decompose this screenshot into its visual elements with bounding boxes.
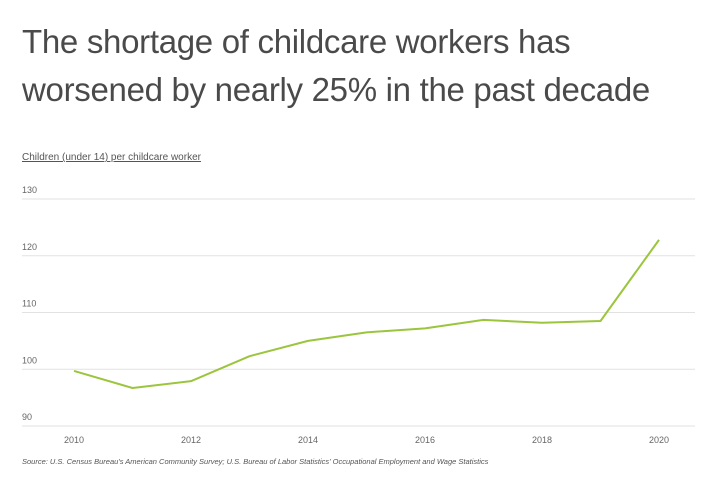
chart-title: The shortage of childcare workers has wo… bbox=[22, 23, 650, 108]
y-tick-label: 100 bbox=[22, 355, 37, 365]
y-tick-label: 120 bbox=[22, 242, 37, 252]
y-axis-label: Children (under 14) per childcare worker bbox=[22, 152, 201, 163]
y-tick-label: 130 bbox=[22, 185, 37, 195]
x-tick-label: 2010 bbox=[64, 435, 84, 445]
x-tick-label: 2014 bbox=[298, 435, 318, 445]
x-tick-label: 2018 bbox=[532, 435, 552, 445]
x-tick-label: 2020 bbox=[649, 435, 669, 445]
source-note: Source: U.S. Census Bureau's American Co… bbox=[22, 457, 489, 466]
y-tick-label: 90 bbox=[22, 412, 32, 422]
x-tick-label: 2012 bbox=[181, 435, 201, 445]
x-tick-label: 2016 bbox=[415, 435, 435, 445]
y-tick-label: 110 bbox=[22, 299, 36, 309]
series-line bbox=[73, 239, 660, 389]
